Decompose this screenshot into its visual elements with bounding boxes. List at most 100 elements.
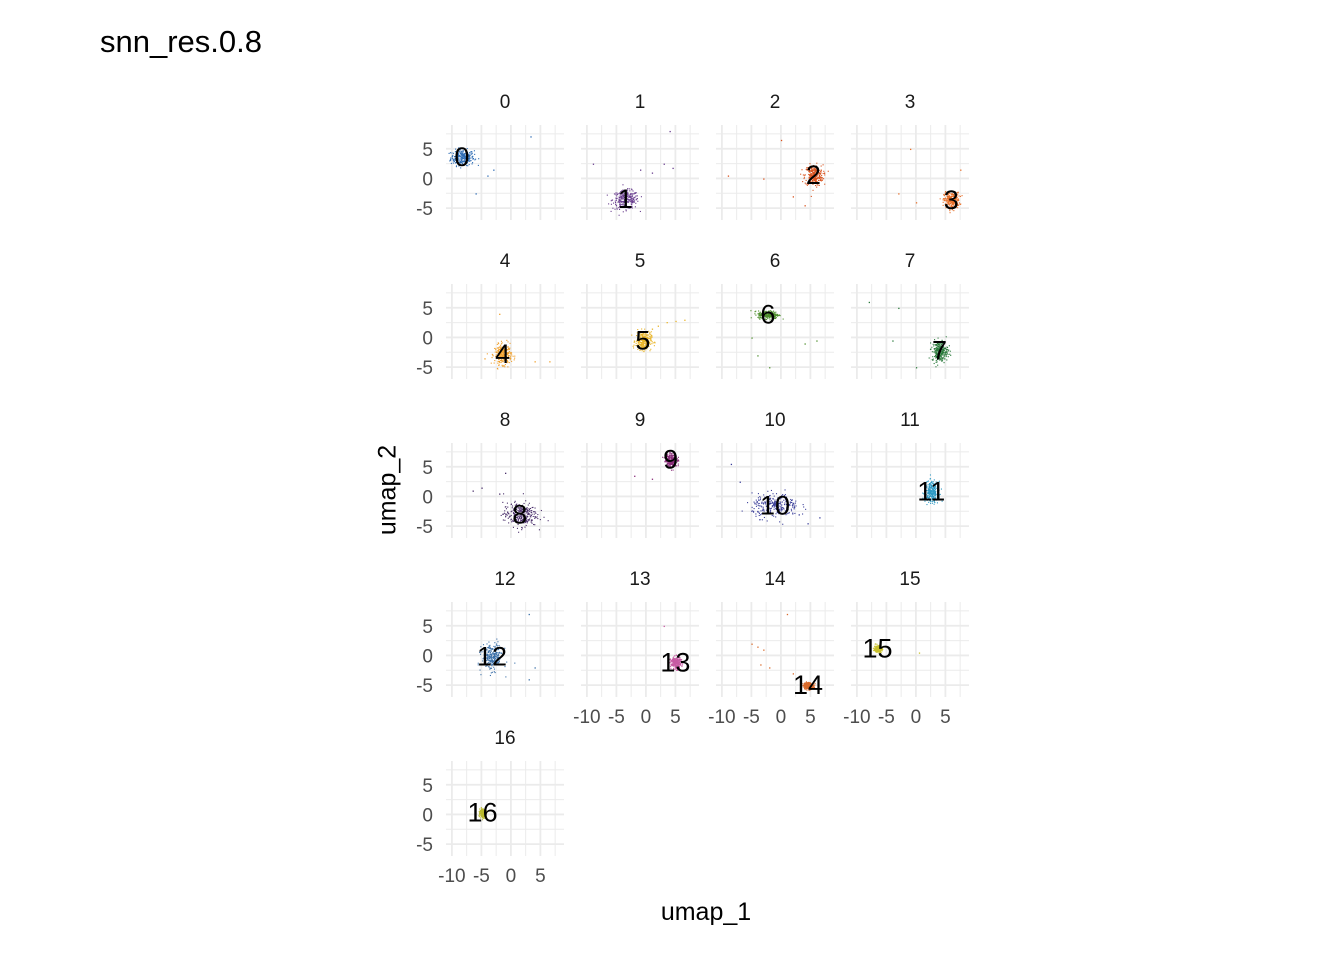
data-point (507, 512, 509, 514)
data-point (650, 336, 652, 338)
data-point (504, 353, 506, 355)
data-point (614, 201, 617, 204)
data-point (675, 461, 677, 464)
data-point (762, 503, 765, 505)
data-point (811, 175, 813, 177)
data-point (623, 201, 625, 203)
data-point (781, 497, 783, 499)
data-point (519, 507, 521, 509)
data-point (640, 345, 642, 347)
data-point (451, 155, 453, 157)
data-point (931, 359, 933, 361)
data-point (633, 340, 635, 342)
data-point (505, 348, 507, 350)
data-point (774, 312, 776, 314)
data-point (518, 517, 520, 519)
data-point (948, 198, 950, 200)
data-point (491, 671, 493, 673)
data-point (956, 196, 958, 198)
data-point (940, 344, 942, 346)
data-point (495, 354, 497, 356)
data-point (497, 347, 499, 349)
data-point (818, 177, 820, 179)
data-point (783, 508, 785, 510)
data-point (467, 160, 469, 162)
data-point (939, 359, 941, 361)
data-point (528, 509, 531, 511)
data-point (953, 210, 955, 212)
data-point (632, 201, 634, 203)
data-point (814, 176, 816, 178)
data-point (780, 508, 782, 510)
data-point (526, 516, 529, 518)
data-point (528, 510, 530, 512)
data-point (760, 505, 762, 507)
data-point (646, 341, 648, 343)
data-point (815, 180, 817, 182)
data-point (643, 341, 645, 343)
data-point (764, 313, 766, 316)
data-point (494, 347, 496, 350)
data-point (811, 169, 813, 171)
data-point (819, 173, 821, 175)
data-point (669, 459, 671, 461)
data-point (653, 345, 655, 347)
data-point (814, 184, 817, 187)
data-point (773, 316, 775, 318)
data-point (462, 155, 464, 157)
data-point (464, 162, 466, 164)
data-point (640, 169, 642, 171)
data-point (820, 172, 822, 174)
data-point (759, 314, 761, 316)
data-point (640, 342, 642, 344)
data-point (649, 332, 651, 334)
facet-strip-label: 13 (629, 569, 650, 590)
data-point (648, 340, 650, 342)
data-point (626, 190, 629, 192)
data-point (939, 352, 941, 354)
data-point (928, 489, 930, 492)
data-point (755, 314, 757, 316)
data-point (504, 347, 507, 350)
data-point (632, 198, 634, 200)
data-point (811, 171, 814, 173)
data-point (938, 356, 940, 358)
data-point (945, 355, 947, 358)
data-point (640, 344, 642, 346)
data-point (618, 207, 620, 209)
data-point (948, 208, 950, 210)
data-point (773, 315, 775, 317)
data-point (643, 332, 645, 334)
data-point (502, 513, 504, 515)
data-point (504, 361, 506, 363)
data-point (772, 313, 774, 315)
data-point (939, 355, 941, 357)
data-point (531, 506, 533, 509)
data-point (775, 513, 777, 515)
data-point (463, 153, 465, 155)
data-point (945, 203, 947, 205)
data-point (937, 352, 940, 354)
data-point (452, 158, 454, 160)
data-point (516, 503, 518, 505)
data-point (622, 190, 624, 192)
y-tick-label: 0 (422, 487, 433, 508)
data-point (943, 355, 945, 357)
data-point (932, 356, 934, 358)
data-point (806, 167, 808, 169)
data-point (898, 193, 900, 195)
data-point (935, 343, 937, 346)
data-point (671, 457, 673, 459)
data-point (759, 318, 761, 320)
data-point (803, 174, 805, 176)
data-point (946, 350, 948, 352)
data-point (943, 195, 946, 197)
data-point (956, 197, 958, 199)
data-point (536, 516, 538, 518)
data-point (942, 198, 944, 200)
data-point (520, 518, 522, 520)
data-point (800, 173, 802, 175)
data-point (509, 347, 511, 349)
y-tick-label: 0 (422, 328, 433, 349)
data-point (460, 160, 462, 162)
